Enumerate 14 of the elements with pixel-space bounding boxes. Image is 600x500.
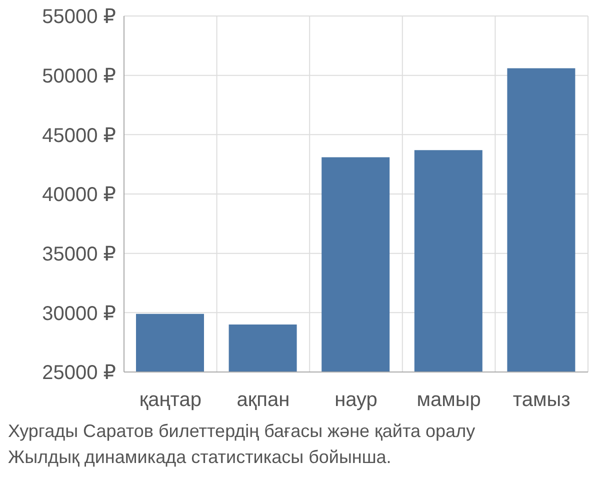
x-tick-label: ақпан xyxy=(236,389,290,412)
y-tick-label: 50000 ₽ xyxy=(42,65,116,88)
y-tick-label: 55000 ₽ xyxy=(42,6,116,28)
x-tick-label: мамыр xyxy=(416,389,481,412)
text: Хургады Саратов билеттердің бағасы және қайта оралу xyxy=(8,420,476,443)
y-tick-label: 35000 ₽ xyxy=(42,243,116,266)
text: Жылдық динамикада статистикасы бойынша. xyxy=(8,446,392,469)
x-tick-label: тамыз xyxy=(512,389,570,412)
x-tick-label: наур xyxy=(334,389,378,412)
y-tick-label: 30000 ₽ xyxy=(42,302,116,325)
y-tick-label: 45000 ₽ xyxy=(42,124,116,147)
y-tick-label: 25000 ₽ xyxy=(42,362,116,384)
y-tick-label: 40000 ₽ xyxy=(42,184,116,206)
x-tick-label: қаңтар xyxy=(139,389,202,412)
